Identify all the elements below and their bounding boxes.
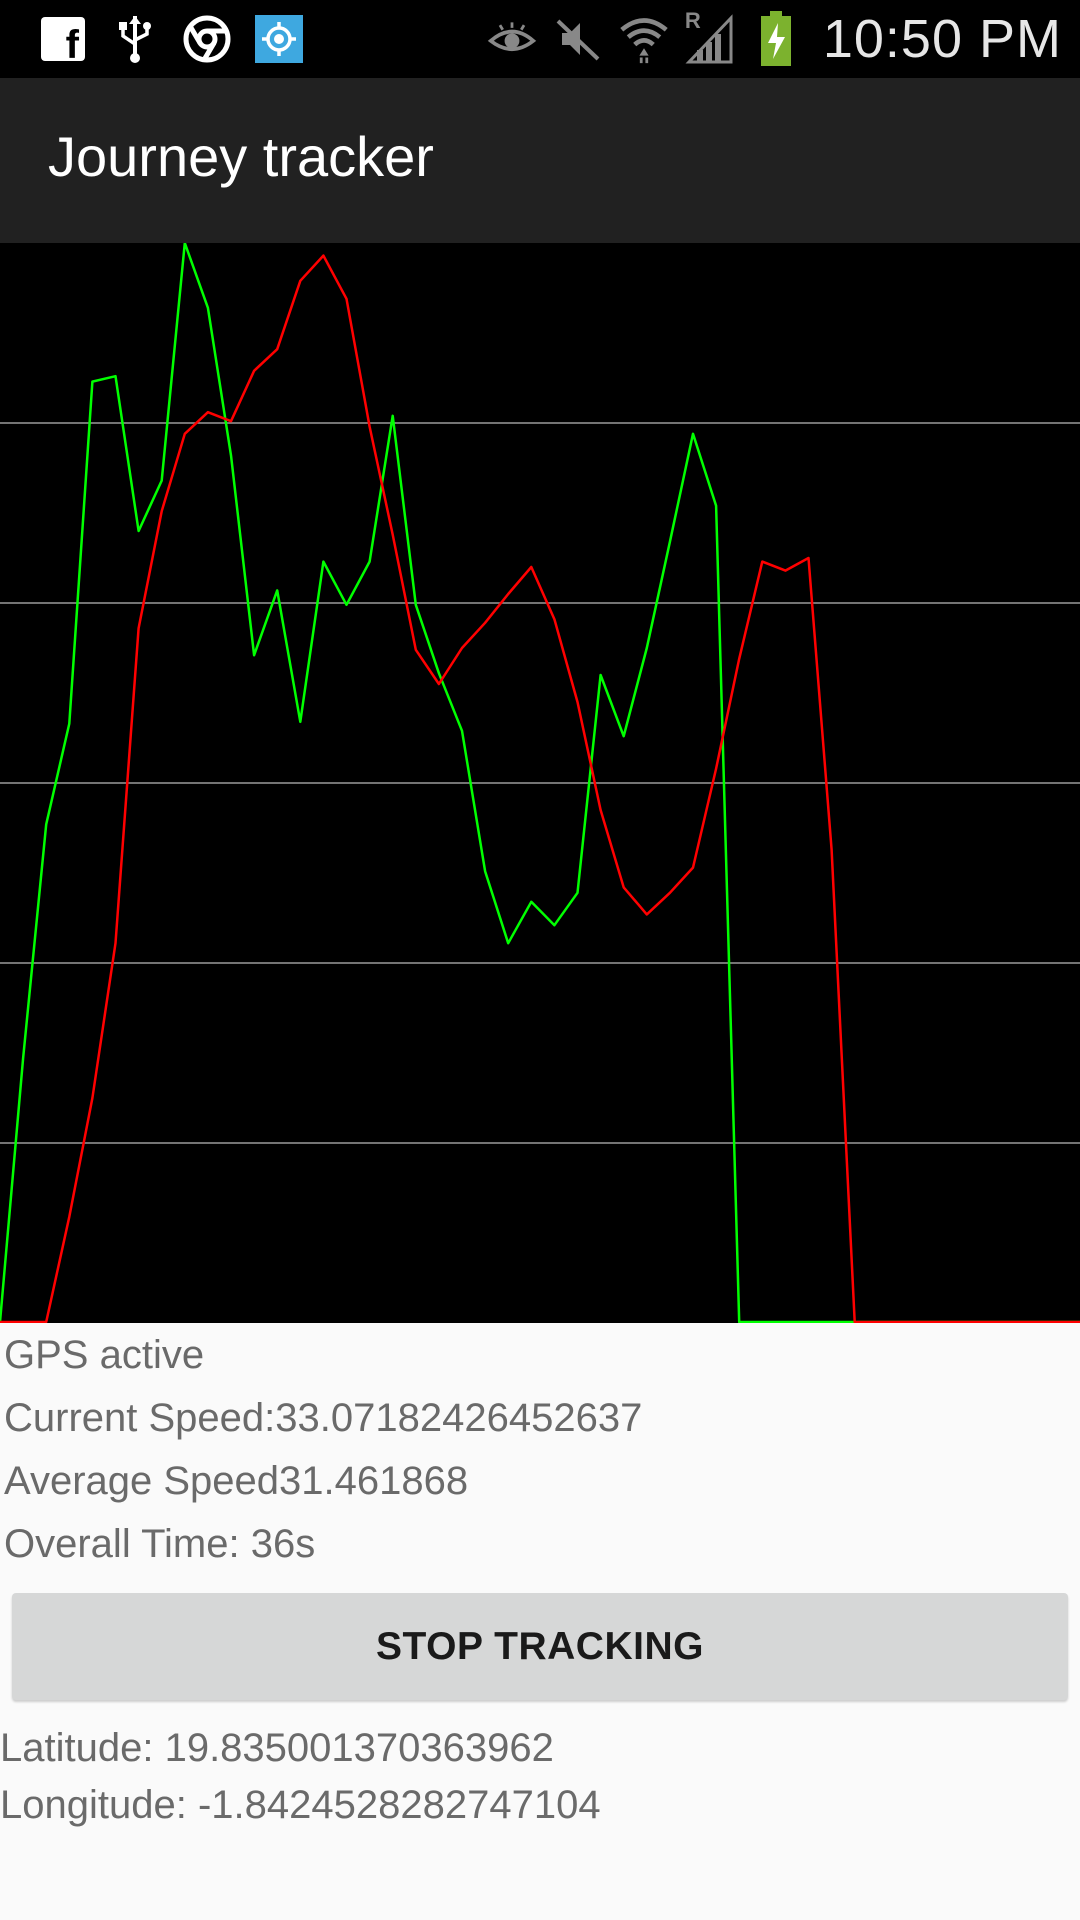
roaming-signal-icon: R (685, 8, 735, 64)
speed-chart (0, 243, 1080, 1323)
usb-icon (110, 14, 160, 64)
status-clock: 10:50 PM (822, 9, 1062, 69)
battery-charging-icon (751, 11, 801, 66)
status-bar: f (0, 0, 1080, 78)
chart-series-line-1 (0, 243, 1080, 1323)
facebook-icon: f (38, 14, 88, 65)
current-speed: Current Speed:33.07182426452637 (4, 1396, 643, 1440)
app-title: Journey tracker (48, 125, 434, 188)
speed-chart-svg (0, 243, 1080, 1323)
wifi-icon (619, 14, 669, 64)
mute-icon (553, 14, 603, 64)
action-bar: Journey tracker (0, 78, 1080, 243)
overall-time: Overall Time: 36s (4, 1522, 316, 1566)
chart-series-line-2 (0, 254, 1080, 1323)
stop-tracking-button[interactable]: STOP TRACKING (12, 1593, 1068, 1700)
average-speed: Average Speed31.461868 (4, 1459, 469, 1503)
latitude: Latitude: 19.835001370363962 (0, 1726, 554, 1770)
location-target-icon (254, 14, 304, 64)
eye-icon (487, 14, 537, 64)
longitude: Longitude: -1.8424528282747104 (0, 1783, 601, 1827)
chrome-icon (182, 14, 232, 64)
gps-status: GPS active (4, 1333, 205, 1377)
